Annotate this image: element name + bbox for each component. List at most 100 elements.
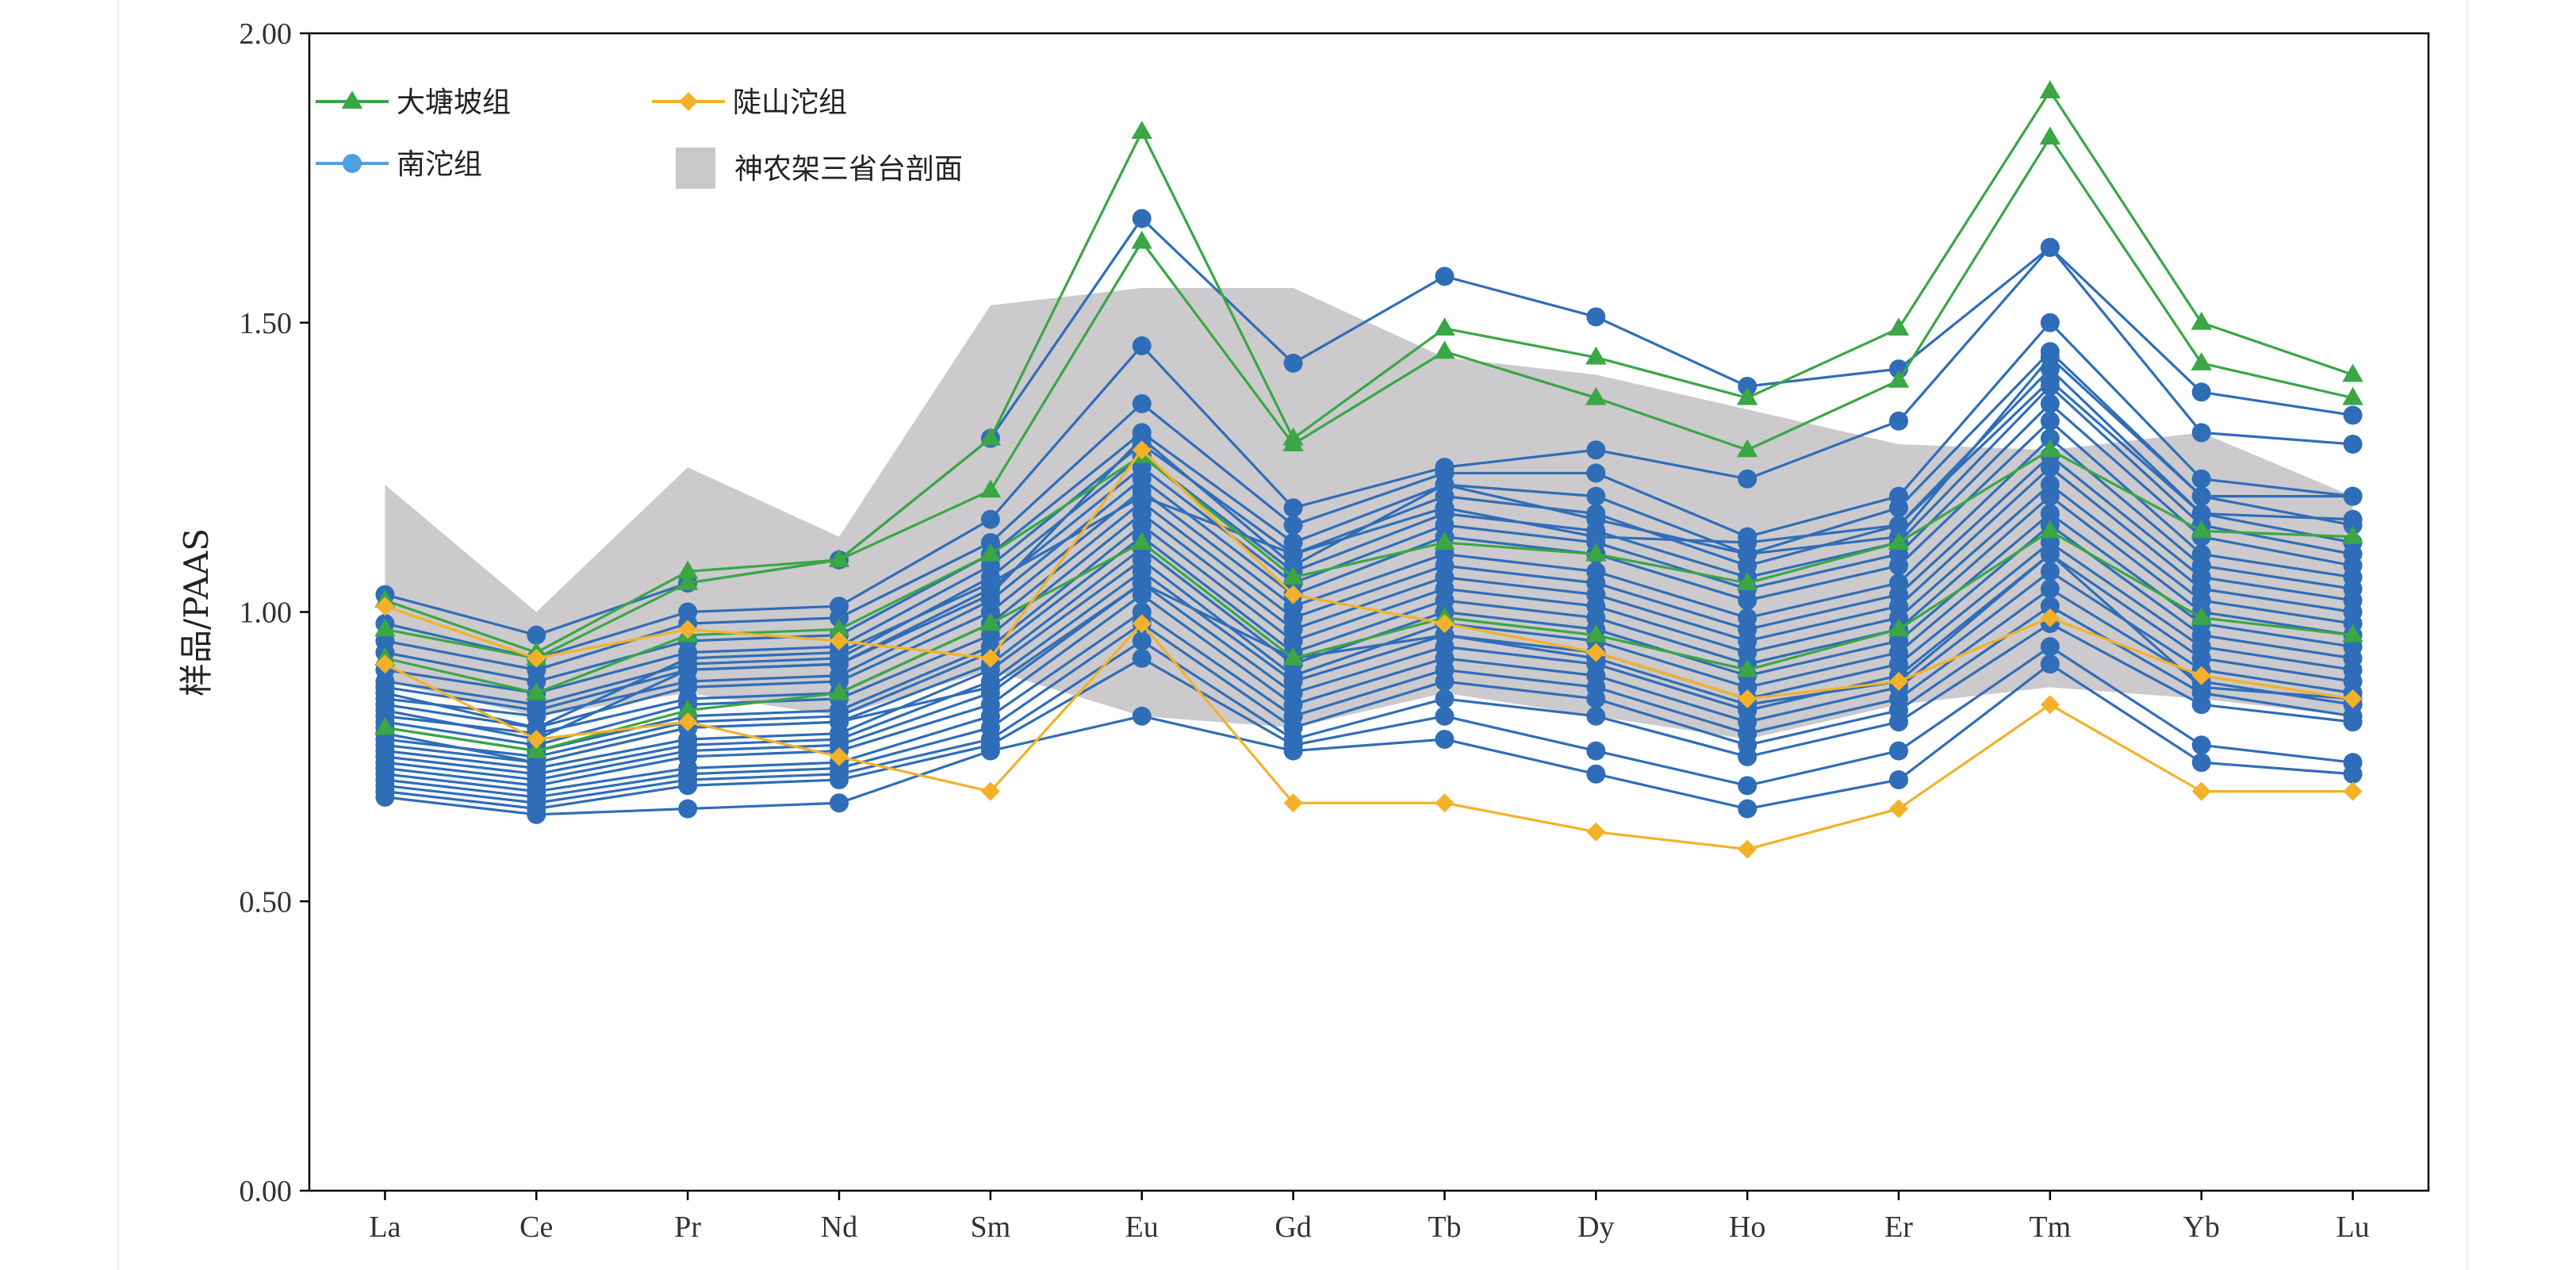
data-point <box>1434 317 1455 336</box>
data-point <box>2191 781 2211 801</box>
series-path <box>385 529 2353 753</box>
data-point <box>374 716 396 735</box>
data-point <box>1132 706 1152 726</box>
data-point <box>1586 706 1606 726</box>
data-point <box>1586 307 1606 327</box>
data-point <box>830 770 849 790</box>
data-point <box>1132 574 1152 593</box>
data-point <box>375 654 395 674</box>
data-point <box>2343 509 2363 529</box>
data-point <box>830 712 849 732</box>
data-point <box>1586 509 1606 529</box>
series-path <box>385 385 2353 706</box>
data-point <box>1738 689 1758 708</box>
data-point <box>1435 706 1455 726</box>
series-path <box>385 437 2353 730</box>
data-point <box>2040 637 2060 657</box>
data-point <box>1888 618 1910 637</box>
data-point <box>1889 799 1908 819</box>
data-point <box>2040 579 2060 599</box>
data-point <box>1131 230 1152 249</box>
legend-item: 南沱组 <box>316 148 482 181</box>
data-point <box>526 739 547 758</box>
data-point <box>2191 666 2211 685</box>
data-point <box>1738 376 1758 396</box>
data-point <box>979 612 1002 631</box>
legend-marker <box>679 92 698 111</box>
data-point <box>830 746 849 766</box>
data-point <box>1131 531 1152 550</box>
data-point <box>2342 525 2363 544</box>
data-point <box>1586 440 1606 460</box>
data-point <box>980 585 1000 604</box>
series-line <box>375 637 2363 819</box>
y-tick-label: 0.00 <box>240 1175 293 1208</box>
series-path <box>385 494 2353 758</box>
data-point <box>2040 597 2060 616</box>
data-point <box>1435 672 1455 692</box>
data-point <box>375 700 395 720</box>
data-point <box>1283 741 1303 761</box>
series-layer <box>374 80 2363 859</box>
series-path <box>385 454 2353 735</box>
x-tick-label: La <box>369 1211 401 1244</box>
data-point <box>2191 520 2212 539</box>
x-tick-label: Eu <box>1125 1211 1159 1244</box>
data-point <box>1736 386 1758 405</box>
data-point <box>2040 544 2060 564</box>
data-point <box>677 699 699 718</box>
data-point <box>1282 433 1304 451</box>
data-point <box>1131 121 1152 140</box>
data-point <box>2040 370 2060 390</box>
data-point <box>2191 735 2211 755</box>
data-point <box>1435 689 1455 708</box>
data-point <box>2343 764 2363 784</box>
y-tick-label: 1.50 <box>240 307 293 340</box>
data-point <box>2039 80 2061 98</box>
series-line <box>375 614 2363 859</box>
series-line <box>375 440 2363 708</box>
legend-swatch <box>676 148 715 189</box>
x-tick-label: Pr <box>674 1211 701 1244</box>
data-point <box>1132 631 1152 650</box>
data-point <box>1132 428 1152 448</box>
data-point <box>678 660 698 680</box>
data-point <box>2342 623 2363 643</box>
data-point <box>2191 352 2212 370</box>
x-tick-label: Dy <box>1577 1211 1614 1244</box>
x-tick-label: Ho <box>1729 1211 1765 1244</box>
data-point <box>677 560 699 579</box>
series-path <box>385 321 2353 672</box>
data-point <box>1435 475 1455 495</box>
data-point <box>2191 677 2211 697</box>
series-path <box>385 622 2353 804</box>
data-point <box>1283 556 1303 576</box>
legend-label: 大塘坡组 <box>397 86 511 119</box>
x-tick-label: Nd <box>821 1211 857 1244</box>
data-point <box>2040 428 2060 448</box>
data-point <box>2040 695 2060 715</box>
x-tick-label: Lu <box>2336 1211 2369 1244</box>
data-point <box>1738 799 1758 819</box>
data-point <box>1435 625 1455 645</box>
data-point <box>1434 340 1455 359</box>
data-point <box>1889 556 1908 576</box>
data-point <box>1586 463 1606 483</box>
data-point <box>1889 712 1908 732</box>
data-point <box>1435 793 1455 813</box>
data-point <box>678 799 698 819</box>
data-point <box>2039 439 2061 458</box>
data-point <box>1283 498 1303 518</box>
data-point <box>980 509 1000 529</box>
rare-earth-pattern-chart: 0.00 0.50 1.00 1.50 2.00 La Ce Pr Nd Sm Eu Gd Tb Dy Ho… <box>177 17 2430 1244</box>
legend-label: 陡山沱组 <box>733 86 847 119</box>
axes: 0.00 0.50 1.00 1.50 2.00 La Ce Pr Nd Sm Eu Gd Tb Dy Ho… <box>240 17 2430 1244</box>
data-point <box>1888 369 1910 388</box>
series-path <box>385 604 2353 799</box>
data-point <box>1586 643 1606 662</box>
data-point <box>527 804 546 824</box>
data-point <box>1738 590 1758 610</box>
data-point <box>1132 440 1152 460</box>
data-point <box>1888 317 1910 336</box>
